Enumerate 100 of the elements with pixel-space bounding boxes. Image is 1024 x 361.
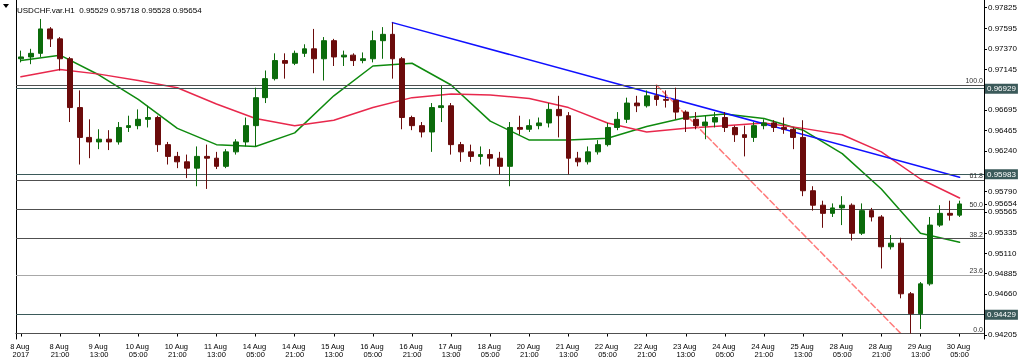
candlestick — [399, 56, 405, 130]
candlestick — [262, 70, 268, 104]
candlestick — [800, 119, 806, 197]
candlestick — [634, 95, 640, 113]
ref-line-label: 0.94429 — [987, 310, 1017, 320]
candlestick — [331, 38, 337, 67]
candlestick — [67, 56, 73, 123]
candlestick — [233, 138, 239, 156]
candlestick — [28, 48, 34, 65]
candlestick — [517, 115, 523, 136]
candlestick — [106, 129, 112, 151]
candlestick — [605, 122, 611, 147]
candlestick — [282, 52, 288, 80]
candlestick — [556, 95, 562, 138]
candlestick — [438, 85, 444, 123]
candlestick — [57, 36, 63, 72]
ref-line-label: 0.95983 — [987, 169, 1017, 179]
candlestick — [898, 237, 904, 299]
candlestick — [595, 139, 601, 156]
candlestick — [126, 115, 131, 133]
candlestick — [429, 102, 435, 153]
candlestick — [204, 144, 210, 190]
text: USDCHF.var.H1 0.95529 0.95718 0.95528 0.95654 — [17, 5, 203, 15]
candlestick — [614, 111, 620, 131]
candlestick — [702, 115, 708, 140]
candlestick — [223, 148, 229, 169]
y-tick-label: 0.94660 — [988, 289, 1018, 299]
candlestick — [478, 145, 483, 166]
candlestick — [380, 26, 386, 60]
candlestick — [116, 121, 122, 146]
candlestick — [624, 97, 630, 124]
line-series — [20, 54, 961, 244]
candlestick — [360, 51, 366, 64]
candlestick — [145, 105, 151, 128]
y-tick-label: 0.94205 — [988, 330, 1018, 340]
y-tick-label: 0.97145 — [988, 64, 1018, 74]
candlestick — [174, 151, 180, 169]
candlestick — [448, 102, 454, 156]
candlestick — [849, 202, 855, 241]
candlestick — [350, 52, 356, 67]
candlestick — [468, 144, 474, 163]
candlestick — [869, 207, 874, 222]
candlestick — [18, 50, 24, 63]
candlestick — [390, 22, 395, 80]
candlestick — [790, 126, 796, 150]
candlestick — [654, 85, 659, 107]
candlestick — [683, 109, 689, 133]
candlestick — [272, 52, 278, 81]
y-tick-label: 0.96240 — [988, 146, 1018, 156]
candlestick — [878, 214, 884, 269]
candlestick — [253, 87, 259, 147]
candlestick — [761, 118, 767, 130]
candlestick — [771, 119, 777, 133]
line-series — [20, 68, 961, 199]
candlestick — [135, 108, 141, 130]
candlestick — [722, 111, 728, 133]
candlestick — [155, 115, 161, 153]
candlestick — [830, 202, 835, 218]
candlestick — [947, 200, 953, 222]
candlestick — [194, 145, 200, 187]
candlestick — [507, 121, 513, 187]
candlestick — [419, 121, 425, 138]
candlestick — [908, 291, 914, 335]
candlestick — [47, 26, 53, 48]
candlestick — [184, 154, 190, 179]
candlestick — [77, 89, 83, 166]
y-tick-label: 0.97595 — [988, 23, 1018, 33]
candlestick — [536, 117, 542, 130]
candlestick — [341, 50, 347, 67]
candlestick — [311, 28, 317, 74]
candlestick — [918, 281, 923, 330]
ref-line-label: 0.96929 — [987, 84, 1017, 94]
candlestick — [751, 121, 757, 143]
y-tick-label: 0.94885 — [988, 268, 1018, 278]
y-tick-label: 0.97370 — [988, 44, 1018, 54]
candlestick — [673, 87, 679, 120]
candlestick — [409, 115, 415, 131]
candlestick — [742, 125, 747, 157]
candlestick — [487, 148, 493, 167]
candlestick — [458, 141, 464, 163]
candlestick — [165, 141, 171, 166]
candlestick — [712, 111, 718, 128]
candlestick — [86, 118, 92, 159]
y-tick-label: 0.95790 — [988, 187, 1018, 197]
candlestick — [693, 111, 699, 130]
y-tick-label: 0.96695 — [988, 105, 1018, 115]
candlestick — [663, 89, 669, 109]
y-tick-label: 0.95654 — [988, 199, 1018, 209]
candlestick — [937, 204, 943, 228]
candlestick — [243, 117, 249, 147]
candlestick — [859, 202, 865, 236]
candlestick — [732, 125, 738, 143]
candlestick — [566, 111, 571, 175]
y-tick-label: 0.95335 — [988, 228, 1018, 238]
candlestick — [575, 151, 581, 167]
candlestick — [214, 151, 219, 170]
candlestick — [321, 36, 327, 81]
y-tick-label: 0.97825 — [988, 3, 1018, 13]
candlestick — [839, 195, 845, 226]
candlestick — [644, 89, 650, 109]
